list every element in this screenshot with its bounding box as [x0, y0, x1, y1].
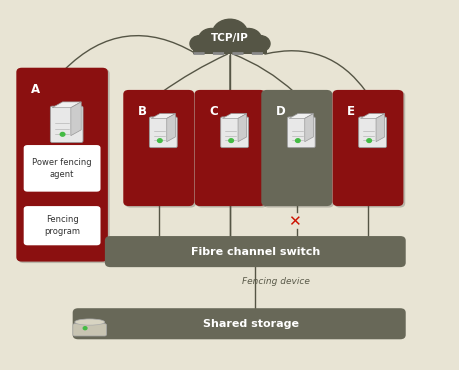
Text: Fibre channel switch: Fibre channel switch [190, 246, 319, 257]
Circle shape [295, 139, 300, 142]
Polygon shape [304, 114, 313, 142]
FancyBboxPatch shape [287, 117, 314, 148]
Text: B: B [138, 105, 147, 118]
FancyBboxPatch shape [358, 117, 386, 148]
FancyBboxPatch shape [220, 117, 248, 148]
Circle shape [198, 28, 224, 49]
FancyBboxPatch shape [24, 206, 101, 245]
FancyBboxPatch shape [193, 39, 266, 54]
Circle shape [229, 139, 233, 142]
Text: Power fencing
agent: Power fencing agent [32, 158, 92, 179]
Polygon shape [238, 114, 246, 142]
FancyBboxPatch shape [73, 308, 405, 339]
Polygon shape [166, 114, 175, 142]
Polygon shape [52, 102, 81, 108]
FancyBboxPatch shape [123, 90, 194, 206]
FancyBboxPatch shape [332, 90, 403, 206]
Ellipse shape [74, 319, 105, 325]
FancyBboxPatch shape [149, 117, 177, 148]
FancyBboxPatch shape [105, 236, 405, 267]
Polygon shape [289, 114, 313, 118]
FancyArrowPatch shape [161, 54, 227, 93]
Text: Fencing device: Fencing device [241, 278, 309, 286]
Circle shape [225, 31, 252, 54]
Polygon shape [375, 114, 384, 142]
FancyBboxPatch shape [196, 91, 267, 208]
Text: ✕: ✕ [287, 214, 300, 229]
Circle shape [212, 19, 247, 47]
Circle shape [190, 36, 210, 52]
Text: Fencing
program: Fencing program [44, 215, 80, 236]
Text: E: E [347, 105, 354, 118]
Polygon shape [222, 114, 246, 118]
Circle shape [83, 327, 87, 330]
Text: Shared storage: Shared storage [202, 319, 298, 329]
Polygon shape [151, 114, 175, 118]
FancyArrowPatch shape [232, 54, 294, 92]
FancyBboxPatch shape [261, 90, 331, 206]
Text: C: C [209, 105, 218, 118]
Circle shape [157, 139, 162, 142]
FancyBboxPatch shape [17, 68, 107, 262]
Circle shape [207, 31, 234, 54]
FancyArrowPatch shape [64, 36, 195, 70]
Circle shape [249, 36, 269, 52]
FancyBboxPatch shape [18, 69, 110, 263]
FancyBboxPatch shape [50, 106, 83, 142]
Circle shape [366, 139, 371, 142]
Circle shape [235, 28, 261, 49]
Text: D: D [275, 105, 285, 118]
FancyBboxPatch shape [194, 90, 265, 206]
Polygon shape [360, 114, 384, 118]
Text: TCP/IP: TCP/IP [211, 33, 248, 43]
FancyBboxPatch shape [125, 91, 196, 208]
FancyArrowPatch shape [264, 51, 366, 92]
Text: A: A [31, 83, 40, 96]
FancyBboxPatch shape [263, 91, 333, 208]
FancyBboxPatch shape [73, 324, 106, 336]
Circle shape [60, 132, 65, 136]
FancyBboxPatch shape [24, 145, 101, 192]
Polygon shape [71, 102, 81, 136]
Text: ▲: ▲ [58, 193, 66, 203]
FancyBboxPatch shape [334, 91, 404, 208]
